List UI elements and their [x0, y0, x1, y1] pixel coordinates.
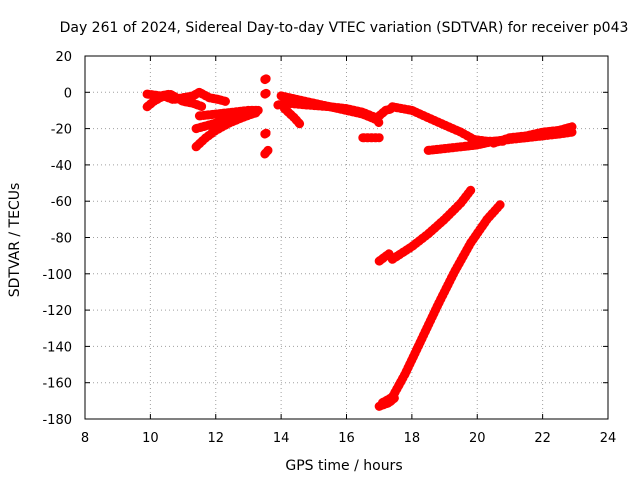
- y-tick-label: -100: [42, 268, 72, 283]
- x-axis-label: GPS time / hours: [285, 458, 402, 474]
- x-tick-label: 18: [404, 431, 421, 446]
- y-tick-label: -20: [51, 123, 72, 138]
- series-group: [142, 73, 577, 411]
- series-s6-markers: [260, 73, 273, 85]
- series-s20-markers: [378, 200, 505, 408]
- x-tick-label: 22: [534, 431, 551, 446]
- x-tick-label: 12: [207, 431, 224, 446]
- y-tick-label: -40: [51, 159, 72, 174]
- y-tick-label: -60: [51, 195, 72, 210]
- y-tick-label: -80: [51, 232, 72, 247]
- series-s8-markers: [260, 127, 273, 139]
- y-tick-label: -140: [42, 340, 72, 355]
- series-s5-markers: [194, 105, 263, 121]
- series-s11-markers: [276, 91, 381, 124]
- x-tick-label: 10: [142, 431, 159, 446]
- series-s18-markers: [374, 249, 394, 266]
- series-s21-markers: [374, 392, 400, 411]
- y-tick-label: -160: [42, 377, 72, 392]
- series-s7-markers: [260, 87, 273, 99]
- y-tick-label: 0: [64, 86, 72, 101]
- series-s15-markers: [387, 102, 508, 146]
- y-tick-label: -180: [42, 413, 72, 428]
- series-s19-markers: [387, 185, 476, 264]
- x-tick-label: 16: [338, 431, 355, 446]
- series-s17-markers: [489, 122, 577, 148]
- x-tick-label: 24: [600, 431, 617, 446]
- series-s9-markers: [260, 145, 273, 159]
- ticks: 8 10 12 14 16 18 20 22 24 20 0 -20 -40 -60 -80 -100 -120…: [42, 50, 616, 446]
- x-tick-label: 20: [469, 431, 486, 446]
- series-s12-markers: [279, 104, 306, 130]
- chart-title: Day 261 of 2024, Sidereal Day-to-day VTE…: [60, 20, 629, 36]
- y-tick-label: -120: [42, 304, 72, 319]
- series-s2-markers: [142, 89, 208, 112]
- x-tick-label: 14: [273, 431, 290, 446]
- x-tick-label: 8: [81, 431, 89, 446]
- y-tick-label: 20: [55, 50, 72, 65]
- y-axis-label: SDTVAR / TECUs: [7, 183, 23, 298]
